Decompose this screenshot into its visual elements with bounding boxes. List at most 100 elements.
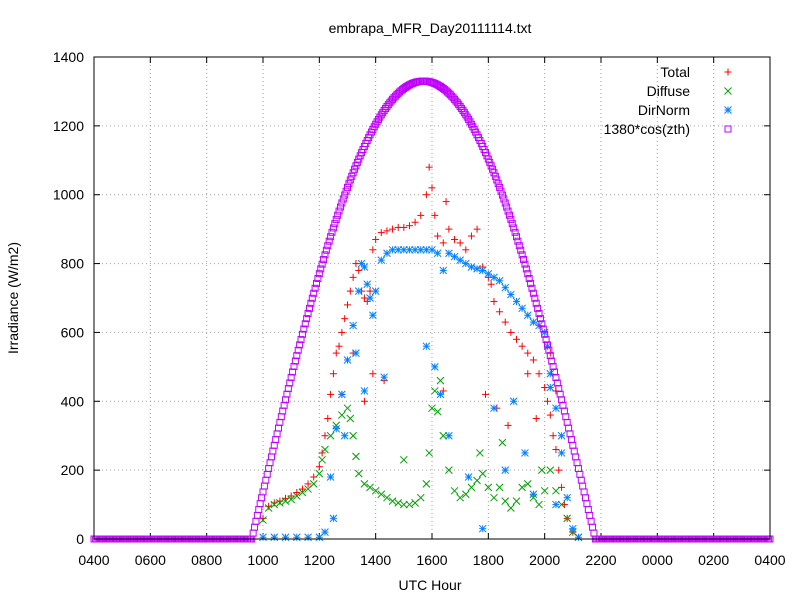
total-point	[422, 191, 430, 199]
legend-label-1380-cos-zth: 1380*cos(zth)	[604, 121, 690, 137]
dirnorm-point	[326, 473, 335, 481]
1380-cos-zth-point	[344, 183, 351, 191]
1380-cos-zth-point	[570, 447, 578, 455]
1380-cos-zth-point	[590, 529, 598, 537]
1380-cos-zth-point	[253, 511, 261, 519]
diffuse-point	[377, 490, 386, 499]
total-point	[487, 280, 495, 288]
total-point	[513, 335, 520, 343]
1380-cos-zth-point	[313, 279, 321, 287]
diffuse-point	[349, 431, 357, 440]
1380-cos-zth-point	[583, 500, 591, 508]
1380-cos-zth-point	[491, 172, 499, 180]
x-tick-label: 1800	[473, 552, 504, 568]
1380-cos-zth-point	[322, 246, 330, 254]
1380-cos-zth-point	[504, 207, 512, 215]
total-point	[338, 328, 346, 336]
1380-cos-zth-point	[566, 430, 574, 438]
dirnorm-point	[557, 431, 566, 440]
total-point	[372, 235, 380, 243]
diffuse-point	[484, 483, 493, 492]
1380-cos-zth-point	[272, 436, 280, 444]
1380-cos-zth-point	[565, 424, 573, 432]
1380-cos-zth-point	[494, 180, 502, 188]
1380-cos-zth-point	[274, 424, 282, 432]
dirnorm-point	[428, 245, 436, 254]
diffuse-point	[352, 452, 360, 461]
diffuse-point	[394, 498, 403, 507]
y-tick-label: 600	[61, 324, 85, 340]
1380-cos-zth-point	[332, 215, 340, 223]
1380-cos-zth-point	[579, 482, 587, 490]
diffuse-point	[495, 483, 504, 492]
1380-cos-zth-point	[260, 482, 268, 490]
1380-cos-zth-point	[514, 237, 522, 245]
diffuse-point	[318, 455, 327, 464]
total-point	[315, 463, 323, 471]
dirnorm-point	[490, 404, 498, 413]
dirnorm-point	[430, 363, 439, 371]
1380-cos-zth-point	[527, 279, 535, 287]
diffuse-point	[425, 449, 434, 457]
1380-cos-zth-point	[515, 242, 523, 250]
total-point	[504, 421, 512, 429]
dirnorm-point	[529, 490, 538, 499]
total-point	[369, 246, 377, 254]
1380-cos-zth-point	[535, 309, 543, 317]
diffuse-point	[428, 404, 436, 413]
total-point	[327, 390, 335, 398]
1380-cos-zth-point	[321, 251, 329, 259]
total-point	[535, 370, 543, 378]
dirnorm-point	[512, 297, 521, 306]
diffuse-point	[501, 497, 510, 505]
total-point	[389, 225, 397, 233]
dirnorm-point	[377, 256, 386, 264]
total-point	[543, 397, 551, 405]
1380-cos-zth-point	[548, 357, 556, 365]
1380-cos-zth-point	[577, 476, 585, 484]
total-point	[439, 239, 447, 247]
1380-cos-zth-point	[251, 523, 259, 531]
1380-cos-zth-point	[290, 362, 298, 370]
total-point	[507, 328, 515, 336]
dirnorm-point	[343, 356, 352, 364]
1380-cos-zth-point	[584, 506, 592, 514]
1380-cos-zth-point	[317, 265, 325, 273]
diffuse-point	[399, 455, 408, 464]
diffuse-point	[523, 480, 532, 488]
diffuse-point	[309, 480, 318, 488]
y-tick-label: 0	[76, 531, 84, 547]
diffuse-point	[281, 497, 290, 505]
total-point	[524, 349, 532, 357]
dirnorm-point	[321, 528, 329, 536]
dirnorm-point	[371, 287, 380, 295]
total-point	[369, 370, 377, 378]
1380-cos-zth-point	[325, 237, 333, 245]
1380-cos-zth-point	[336, 203, 344, 211]
total-point	[501, 318, 509, 326]
1380-cos-zth-point	[503, 203, 511, 211]
total-point	[456, 239, 464, 247]
1380-cos-zth-point	[521, 260, 529, 268]
1380-cos-zth-point	[572, 453, 580, 461]
diffuse-point	[315, 469, 324, 478]
legend-marker-1380-cos-zth	[724, 125, 732, 133]
total-point	[518, 342, 526, 350]
diffuse-point	[436, 376, 445, 385]
1380-cos-zth-point	[589, 523, 597, 531]
total-point	[524, 370, 532, 378]
1380-cos-zth-point	[562, 413, 570, 421]
total-point	[532, 415, 540, 422]
total-point	[555, 466, 563, 474]
diffuse-point	[473, 476, 481, 485]
1380-cos-zth-point	[280, 401, 288, 409]
diffuse-point	[292, 492, 301, 500]
diffuse-point	[450, 486, 459, 495]
dirnorm-point	[436, 390, 445, 399]
total-point	[428, 184, 436, 192]
data-points	[90, 77, 774, 543]
total-point	[287, 492, 295, 500]
1380-cos-zth-point	[349, 169, 357, 177]
1380-cos-zth-point	[329, 224, 337, 232]
total-point	[482, 390, 490, 398]
